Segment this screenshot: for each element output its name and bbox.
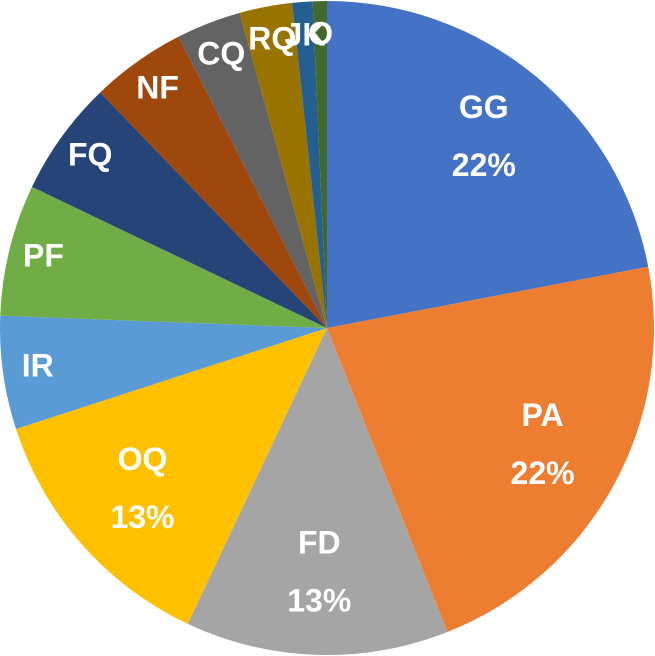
pie-slice <box>292 1 327 329</box>
pie-slice <box>178 12 327 328</box>
category-label: JK <box>285 16 326 52</box>
category-label: O <box>308 16 333 52</box>
pie-slice <box>0 315 327 430</box>
pie-slice <box>327 266 654 633</box>
category-label: FD <box>298 524 341 560</box>
pie-slice <box>32 92 327 328</box>
pie-slice <box>239 2 327 328</box>
pie-slice <box>187 328 448 655</box>
category-label: FQ <box>68 137 112 173</box>
value-label: 13% <box>287 582 351 618</box>
category-label: IR <box>22 348 54 384</box>
category-label: RQ <box>248 21 296 57</box>
pie-slice <box>327 1 649 328</box>
value-label: 22% <box>452 147 516 183</box>
category-label: NF <box>136 70 179 106</box>
value-label: 22% <box>511 455 575 491</box>
category-label: CQ <box>197 35 245 71</box>
pie-slice <box>100 36 327 328</box>
pie-slice <box>0 186 328 328</box>
category-label: GG <box>459 89 509 125</box>
pie-slice <box>312 1 327 328</box>
category-label: PA <box>522 397 564 433</box>
pie-slice <box>16 328 328 624</box>
category-label: OQ <box>118 441 168 477</box>
category-label: PF <box>23 238 64 274</box>
value-label: 13% <box>110 499 174 535</box>
